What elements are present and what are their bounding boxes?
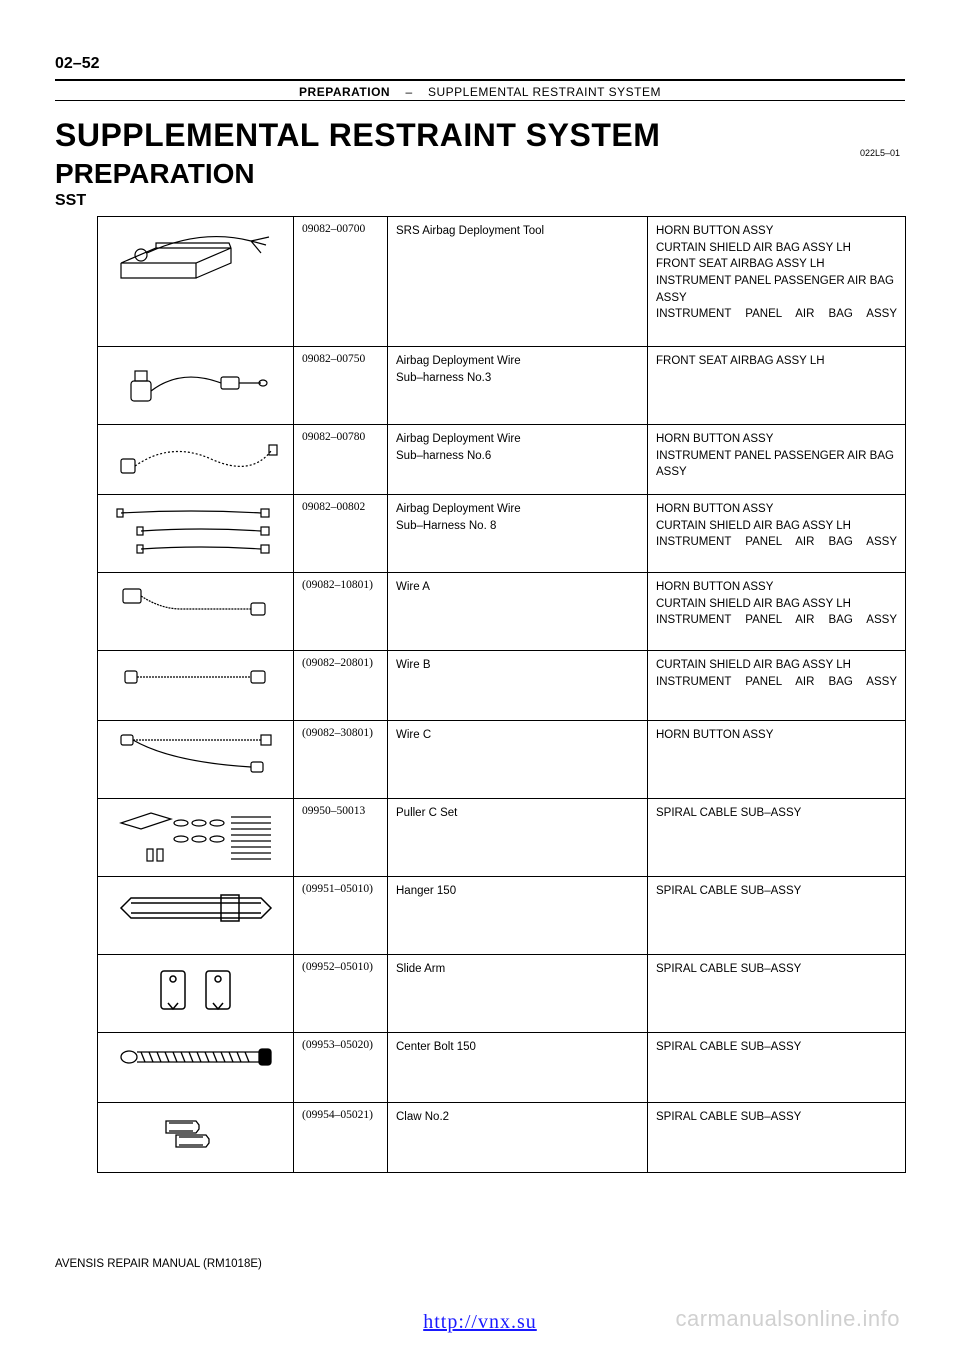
table-row: (09953–05020)Center Bolt 150SPIRAL CABLE… [98, 1033, 906, 1103]
tool-illustration [98, 721, 294, 799]
tool-illustration [98, 495, 294, 573]
breadcrumb-section: PREPARATION [299, 85, 390, 99]
tool-illustration [98, 1033, 294, 1103]
manual-id: AVENSIS REPAIR MANUAL (RM1018E) [55, 1258, 262, 1270]
tool-illustration [98, 425, 294, 495]
tool-illustration [98, 347, 294, 425]
table-row: 09082–00780Airbag Deployment WireSub–har… [98, 425, 906, 495]
tool-description: Wire C [388, 721, 648, 799]
part-number: (09951–05010) [294, 877, 388, 955]
applied-to: HORN BUTTON ASSYCURTAIN SHIELD AIR BAG A… [648, 495, 906, 573]
part-number: 09082–00700 [294, 217, 388, 347]
tool-description: Claw No.2 [388, 1103, 648, 1173]
running-header: PREPARATION – SUPPLEMENTAL RESTRAINT SYS… [55, 79, 905, 101]
applied-to: SPIRAL CABLE SUB–ASSY [648, 955, 906, 1033]
breadcrumb-sep: – [405, 85, 412, 99]
table-row: (09952–05010)Slide ArmSPIRAL CABLE SUB–A… [98, 955, 906, 1033]
part-number: (09082–10801) [294, 573, 388, 651]
applied-to: HORN BUTTON ASSYCURTAIN SHIELD AIR BAG A… [648, 217, 906, 347]
table-row: 09082–00750Airbag Deployment WireSub–har… [98, 347, 906, 425]
table-row: (09082–20801)Wire BCURTAIN SHIELD AIR BA… [98, 651, 906, 721]
part-number: (09952–05010) [294, 955, 388, 1033]
table-row: 09082–00802Airbag Deployment WireSub–Har… [98, 495, 906, 573]
tool-description: Slide Arm [388, 955, 648, 1033]
tool-illustration [98, 877, 294, 955]
table-row: 09950–50013Puller C SetSPIRAL CABLE SUB–… [98, 799, 906, 877]
applied-to: CURTAIN SHIELD AIR BAG ASSY LHINSTRUMENT… [648, 651, 906, 721]
part-number: 09082–00780 [294, 425, 388, 495]
tool-description: Center Bolt 150 [388, 1033, 648, 1103]
tool-illustration [98, 217, 294, 347]
part-number: (09954–05021) [294, 1103, 388, 1173]
applied-to: SPIRAL CABLE SUB–ASSY [648, 877, 906, 955]
page-number: 02–52 [55, 55, 905, 73]
tool-illustration [98, 799, 294, 877]
tool-description: Wire B [388, 651, 648, 721]
part-number: (09082–20801) [294, 651, 388, 721]
table-row: (09082–10801)Wire AHORN BUTTON ASSYCURTA… [98, 573, 906, 651]
tool-illustration [98, 573, 294, 651]
part-number: 09950–50013 [294, 799, 388, 877]
table-row: (09082–30801)Wire CHORN BUTTON ASSY [98, 721, 906, 799]
doc-id: 022L5–01 [860, 148, 900, 158]
table-row: (09954–05021)Claw No.2SPIRAL CABLE SUB–A… [98, 1103, 906, 1173]
applied-to: SPIRAL CABLE SUB–ASSY [648, 1103, 906, 1173]
tool-description: Puller C Set [388, 799, 648, 877]
tool-description: Airbag Deployment WireSub–Harness No. 8 [388, 495, 648, 573]
applied-to: HORN BUTTON ASSYINSTRUMENT PANEL PASSENG… [648, 425, 906, 495]
applied-to: SPIRAL CABLE SUB–ASSY [648, 1033, 906, 1103]
applied-to: SPIRAL CABLE SUB–ASSY [648, 799, 906, 877]
sst-table: 09082–00700SRS Airbag Deployment ToolHOR… [97, 216, 906, 1173]
table-row: 09082–00700SRS Airbag Deployment ToolHOR… [98, 217, 906, 347]
tool-illustration [98, 955, 294, 1033]
tool-description: Wire A [388, 573, 648, 651]
watermark: carmanualsonline.info [675, 1306, 900, 1332]
part-number: 09082–00802 [294, 495, 388, 573]
part-number: 09082–00750 [294, 347, 388, 425]
section-title: PREPARATION [55, 158, 905, 190]
page: 02–52 PREPARATION – SUPPLEMENTAL RESTRAI… [0, 0, 960, 1358]
part-number: (09082–30801) [294, 721, 388, 799]
tool-description: SRS Airbag Deployment Tool [388, 217, 648, 347]
breadcrumb-sub: SUPPLEMENTAL RESTRAINT SYSTEM [428, 85, 661, 99]
tool-illustration [98, 1103, 294, 1173]
page-title: SUPPLEMENTAL RESTRAINT SYSTEM [55, 117, 905, 154]
table-row: (09951–05010)Hanger 150SPIRAL CABLE SUB–… [98, 877, 906, 955]
part-number: (09953–05020) [294, 1033, 388, 1103]
applied-to: HORN BUTTON ASSY [648, 721, 906, 799]
applied-to: HORN BUTTON ASSYCURTAIN SHIELD AIR BAG A… [648, 573, 906, 651]
subsection-title: SST [55, 192, 905, 210]
tool-description: Airbag Deployment WireSub–harness No.3 [388, 347, 648, 425]
tool-description: Airbag Deployment WireSub–harness No.6 [388, 425, 648, 495]
tool-description: Hanger 150 [388, 877, 648, 955]
applied-to: FRONT SEAT AIRBAG ASSY LH [648, 347, 906, 425]
tool-illustration [98, 651, 294, 721]
